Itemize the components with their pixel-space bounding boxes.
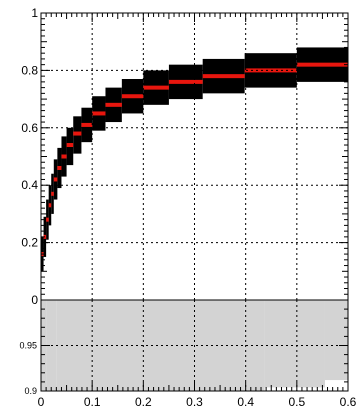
central-segment-13	[121, 94, 144, 99]
bottom-grid	[41, 300, 348, 391]
top-y-tick-label: 0	[31, 293, 38, 307]
bottom-y-tick-labels: 0.9 0.95	[19, 341, 37, 397]
bottom-y-tick-label: 0.95	[19, 341, 37, 351]
central-segment-11	[92, 111, 106, 116]
central-segment-3	[48, 203, 52, 208]
top-y-tick-label: 0.8	[21, 63, 38, 77]
x-tick-label: 0.3	[186, 395, 203, 409]
x-tick-label: 0.6	[340, 395, 357, 409]
central-segment-18	[296, 62, 348, 67]
top-panel: 0 0.2 0.4 0.6 0.8 1	[21, 6, 349, 307]
fill-step-6	[244, 300, 265, 391]
central-segment-5	[53, 177, 58, 182]
central-segment-16	[202, 74, 245, 79]
top-plot-area	[41, 47, 348, 272]
bottom-panel: 0.9 0.95 0 0.1 0.2 0.3 0.4 0.5 0.6	[19, 299, 357, 409]
central-segment-2	[46, 217, 49, 222]
central-segment-15	[168, 79, 203, 84]
top-y-tick-label: 1	[31, 6, 38, 20]
central-segment-4	[51, 191, 54, 196]
central-segment-8	[66, 143, 74, 148]
x-tick-label: 0.1	[84, 395, 101, 409]
x-tick-label: 0.4	[237, 395, 254, 409]
fill-step-7	[264, 300, 325, 388]
top-grid	[41, 13, 348, 300]
central-segment-6	[57, 165, 62, 170]
top-y-tick-label: 0.4	[21, 178, 38, 192]
bottom-ticks	[40, 299, 349, 392]
bottom-frame	[40, 299, 349, 392]
central-segment-14	[143, 85, 169, 90]
x-tick-label: 0.5	[288, 395, 305, 409]
top-y-tick-labels: 0 0.2 0.4 0.6 0.8 1	[21, 6, 38, 307]
bottom-plot-area	[41, 300, 348, 391]
x-tick-label: 0	[38, 395, 45, 409]
central-segment-17	[244, 68, 297, 73]
top-y-tick-label: 0.2	[21, 236, 38, 250]
central-segment-7	[61, 154, 67, 159]
x-tick-label: 0.2	[135, 395, 152, 409]
fill-step-8	[324, 300, 348, 381]
central-segment-12	[105, 102, 122, 107]
central-segment-10	[81, 122, 93, 127]
top-y-tick-label: 0.6	[21, 121, 38, 135]
bottom-y-tick-label: 0.9	[24, 386, 37, 396]
x-tick-labels: 0 0.1 0.2 0.3 0.4 0.5 0.6	[38, 395, 357, 409]
central-segment-9	[73, 131, 82, 136]
